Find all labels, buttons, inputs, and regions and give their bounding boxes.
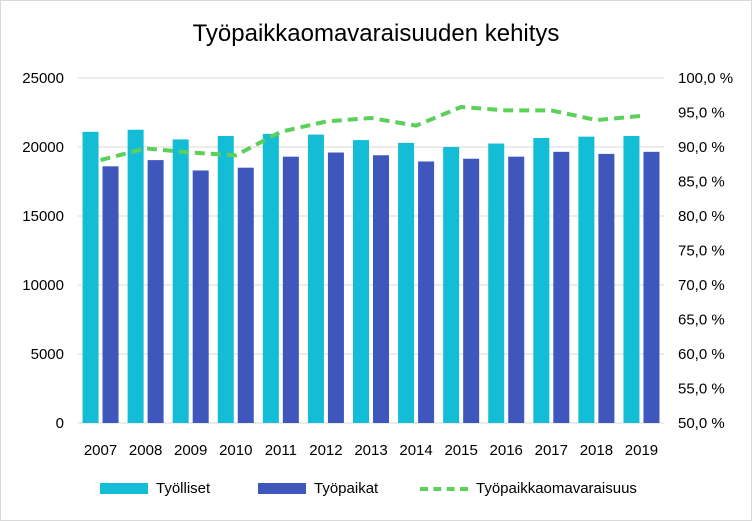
bar-tyopaikat-2017 (553, 151, 570, 423)
y-right-tick-label: 100,0 % (678, 70, 733, 87)
legend-item-omavaraisuus: Työpaikkaomavaraisuus (420, 480, 637, 497)
x-tick-label: 2008 (129, 442, 162, 459)
x-tick-label: 2014 (399, 442, 432, 459)
legend-item-tyopaikat: Työpaikat (258, 480, 378, 497)
bar-tyopaikat-2018 (598, 153, 615, 423)
bar-tyolliset-2017 (533, 138, 550, 423)
y-left-tick-label: 0 (56, 415, 64, 432)
y-left-tick-label: 15000 (22, 208, 64, 225)
x-axis: 2007 2008 2009 2010 2011 2012 2013 2014 2015 2016… (84, 442, 658, 459)
bar-tyolliset-2015 (443, 147, 460, 423)
bar-tyopaikat-2019 (643, 151, 660, 423)
line-series (99, 105, 642, 163)
x-tick-label: 2017 (535, 442, 568, 459)
bar-tyopaikat-2013 (373, 155, 389, 423)
legend-swatch-tyolliset (100, 483, 148, 494)
y-right-tick-label: 85,0 % (678, 174, 725, 191)
gridlines (78, 77, 664, 424)
bar-tyopaikat-2015 (463, 158, 480, 424)
legend-label-tyolliset: Työlliset (156, 480, 211, 497)
bar-tyolliset-2016 (488, 143, 505, 424)
bar-tyopaikat-2014 (418, 161, 435, 424)
bar-tyopaikat-2011 (282, 156, 299, 423)
legend-label-tyopaikat: Työpaikat (314, 480, 379, 497)
y-left-tick-label: 5000 (31, 346, 64, 363)
bar-tyolliset-2019 (623, 135, 640, 423)
bar-tyolliset-2014 (398, 142, 415, 424)
bar-tyolliset-2010 (217, 135, 234, 423)
x-tick-label: 2012 (309, 442, 342, 459)
chart-title: Työpaikkaomavaraisuuden kehitys (192, 20, 560, 47)
x-tick-label: 2010 (219, 442, 252, 459)
chart-plot: 0 5000 10000 15000 20000 25000 50,0 % 55,0 % 60… (22, 70, 733, 459)
legend-item-tyolliset: Työlliset (100, 480, 210, 497)
y-right-tick-label: 95,0 % (678, 105, 725, 122)
bar-tyolliset-2011 (262, 133, 279, 423)
bar-tyopaikat-2007 (102, 166, 119, 423)
x-tick-label: 2018 (580, 442, 613, 459)
legend-swatch-tyopaikat (258, 483, 306, 494)
y-right-tick-label: 75,0 % (678, 243, 725, 260)
legend-swatch-omavaraisuus (420, 486, 468, 491)
x-tick-label: 2009 (174, 442, 207, 459)
legend-label-omavaraisuus: Työpaikkaomavaraisuus (476, 480, 637, 497)
y-right-tick-label: 65,0 % (678, 312, 725, 329)
y-right-tick-label: 60,0 % (678, 346, 725, 363)
bars (82, 129, 660, 424)
bar-tyolliset-2013 (353, 140, 369, 423)
bar-tyolliset-2018 (578, 136, 595, 423)
y-right-tick-label: 70,0 % (678, 277, 725, 294)
y-left-tick-label: 10000 (22, 277, 64, 294)
y-left-tick-label: 20000 (22, 139, 64, 156)
y-right-tick-label: 50,0 % (678, 415, 725, 432)
bar-tyopaikat-2008 (147, 160, 164, 424)
bar-tyolliset-2012 (307, 134, 324, 423)
bar-tyolliset-2008 (127, 129, 144, 423)
y-right-tick-label: 90,0 % (678, 139, 725, 156)
x-tick-label: 2013 (354, 442, 387, 459)
y-axis-left: 0 5000 10000 15000 20000 25000 (22, 70, 64, 432)
x-tick-label: 2007 (84, 442, 117, 459)
x-tick-label: 2016 (490, 442, 523, 459)
y-right-tick-label: 55,0 % (678, 381, 725, 398)
x-tick-label: 2019 (625, 442, 658, 459)
bar-tyolliset-2009 (172, 139, 189, 423)
y-right-tick-label: 80,0 % (678, 208, 725, 225)
bar-tyopaikat-2012 (327, 152, 344, 423)
bar-tyopaikat-2009 (192, 170, 209, 423)
x-tick-label: 2015 (444, 442, 477, 459)
legend: Työlliset Työpaikat Työpaikkaomavaraisuu… (0, 480, 752, 500)
bar-tyopaikat-2016 (508, 156, 525, 423)
y-axis-right: 50,0 % 55,0 % 60,0 % 65,0 % 70,0 % 75,0 % 80,0… (678, 70, 733, 432)
x-tick-label: 2011 (265, 442, 297, 459)
bar-tyolliset-2007 (82, 131, 99, 423)
y-left-tick-label: 25000 (22, 70, 64, 87)
bar-tyopaikat-2010 (237, 167, 254, 423)
